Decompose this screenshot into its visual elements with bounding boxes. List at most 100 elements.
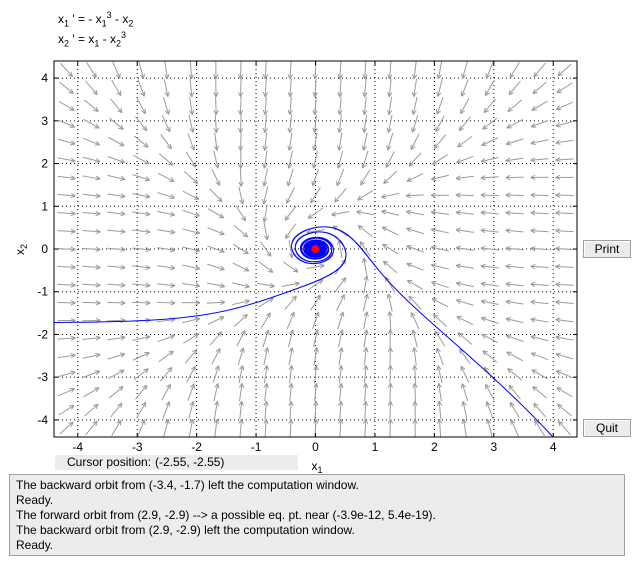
field-arrow [287,132,293,151]
field-arrow [555,101,573,111]
field-arrow [284,295,297,310]
field-arrow [107,211,126,217]
field-arrow [555,192,574,198]
field-arrow [212,365,220,384]
field-arrow [430,227,449,234]
field-arrow [82,210,101,217]
quit-button[interactable]: Quit [583,419,631,437]
field-arrow [505,157,524,163]
field-arrow [505,281,524,287]
x-tick-label: -4 [72,440,83,454]
field-arrow [82,264,101,270]
field-arrow [505,245,524,252]
field-arrow [287,60,293,80]
field-arrow [485,401,494,419]
tick-labels: -4 -3 -2 -1 0 1 2 3 4 -4 -3 -2 -1 0 1 2 3 4 [37,71,557,454]
field-arrow [361,150,369,169]
field-arrow [555,317,574,323]
x-tick-label: 1 [372,440,379,454]
field-arrow [136,401,147,419]
field-arrow [457,135,473,148]
message-line: The backward orbit from (2.9, -2.9) left… [16,523,355,537]
field-arrow [313,400,319,420]
field-arrow [436,400,443,420]
field-arrow [337,132,343,151]
field-arrow [555,246,574,252]
field-arrow [362,78,368,98]
field-arrow [282,261,299,273]
field-arrow [286,311,295,330]
field-arrow [485,61,494,79]
field-arrow [387,400,393,420]
field-arrow [132,192,151,199]
field-arrow [505,192,524,198]
field-arrow [57,335,76,341]
field-arrow [132,300,151,306]
field-arrow [207,263,225,271]
field-arrow [108,117,124,130]
field-arrow [108,369,125,380]
field-arrow [455,192,474,198]
field-arrow [432,314,448,328]
field-arrow [57,264,76,270]
y-tick-label: -3 [37,370,48,384]
field-arrow [530,281,549,288]
field-arrow [160,133,172,150]
field-arrow [362,418,369,438]
field-arrow [555,281,574,288]
field-arrow [357,190,374,201]
field-arrow [430,174,449,182]
print-button[interactable]: Print [583,240,631,258]
field-arrow [411,114,419,133]
field-arrow [337,60,343,80]
field-arrow [430,245,449,252]
field-arrow [182,228,201,235]
field-arrow [335,294,345,312]
field-arrow [107,264,126,270]
field-arrow [57,210,76,217]
field-arrow [288,418,294,438]
field-arrow [286,168,294,187]
orbits [54,226,554,437]
field-arrow [82,370,101,378]
field-arrow [556,82,573,94]
field-arrow [530,263,549,270]
field-arrow [410,312,420,329]
field-arrow [338,383,344,402]
field-arrow [262,114,268,133]
field-arrow [211,348,221,365]
y-tick-label: 4 [41,71,48,85]
field-arrow [480,263,499,269]
field-arrow [555,299,574,305]
field-arrow [132,246,151,253]
field-arrow [231,282,250,289]
field-arrow [284,223,297,239]
field-arrow [386,96,393,115]
x-tick-label: 2 [431,440,438,454]
field-arrow [262,150,268,169]
field-arrow [213,132,220,151]
field-arrow [107,156,126,164]
field-arrow [237,96,244,115]
field-arrow [485,383,495,401]
field-arrow [107,228,126,235]
axes [53,60,578,438]
field-arrow [336,168,345,187]
field-arrow [187,132,196,151]
field-arrow [262,96,268,115]
y-axis-label: x2 [13,244,29,255]
orbit-backward-2 [487,372,554,437]
field-arrow [157,192,176,200]
field-arrow [57,228,76,234]
field-arrow [237,347,245,366]
field-arrow [85,420,98,436]
field-arrow [338,418,344,438]
field-arrow [57,119,76,128]
field-arrow [506,351,523,362]
field-arrow [459,348,471,365]
field-arrow [135,384,148,400]
field-arrow [158,350,174,363]
field-arrow [262,60,269,80]
field-arrow [480,156,499,164]
